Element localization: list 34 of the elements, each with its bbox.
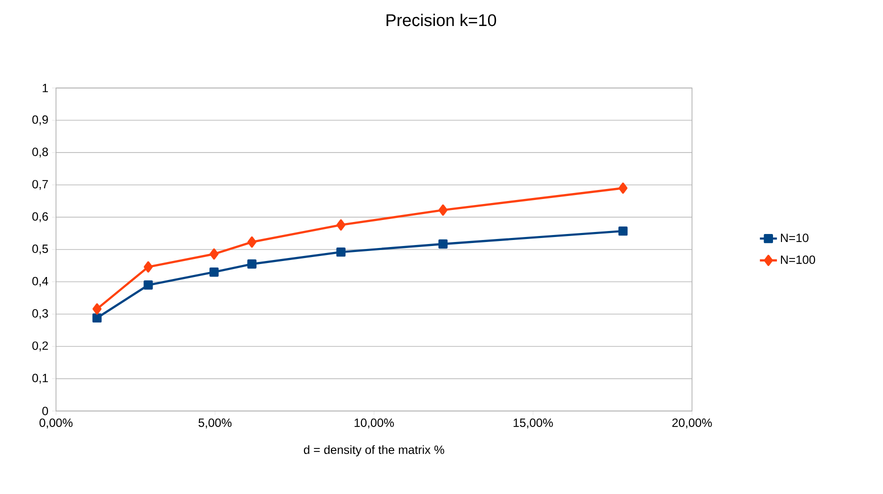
- legend-label: N=10: [780, 234, 808, 242]
- point: [92, 313, 102, 323]
- point: [247, 236, 256, 248]
- legend-label: N=100: [780, 255, 816, 264]
- point: [92, 303, 102, 315]
- y-tick-label: 0,2: [32, 341, 48, 352]
- point: [438, 204, 448, 216]
- point: [209, 268, 219, 277]
- y-tick-label: 0,4: [32, 276, 48, 287]
- y-tick-label: 0,7: [32, 180, 48, 190]
- y-tick-label: 0,6: [32, 212, 48, 222]
- x-tick-label: 20,00%: [672, 418, 712, 428]
- point: [247, 259, 256, 269]
- x-tick-label: 0,00%: [40, 418, 73, 428]
- x-tick-label: 10,00%: [354, 418, 394, 428]
- y-tick-label: 0,8: [32, 148, 48, 158]
- point: [336, 247, 346, 257]
- y-tick-label: 0,1: [32, 374, 48, 384]
- y-tick-label: 0,9: [32, 115, 48, 126]
- y-tick-label: 0,5: [32, 244, 48, 254]
- x-tick-label: 15,00%: [514, 418, 553, 428]
- chart-title: Precision k=10: [386, 14, 496, 26]
- point: [210, 248, 219, 260]
- point: [144, 280, 153, 290]
- y-tick-label: 0: [42, 406, 48, 416]
- point: [618, 182, 628, 194]
- point: [618, 226, 628, 236]
- point: [144, 261, 153, 273]
- point: [336, 219, 346, 231]
- y-tick-label: 0,3: [32, 309, 48, 320]
- point: [438, 239, 448, 249]
- x-tick-label: 5,00%: [198, 418, 232, 428]
- x-axis-title: d = density of the matrix %: [304, 445, 444, 456]
- y-tick-label: 1: [42, 84, 48, 92]
